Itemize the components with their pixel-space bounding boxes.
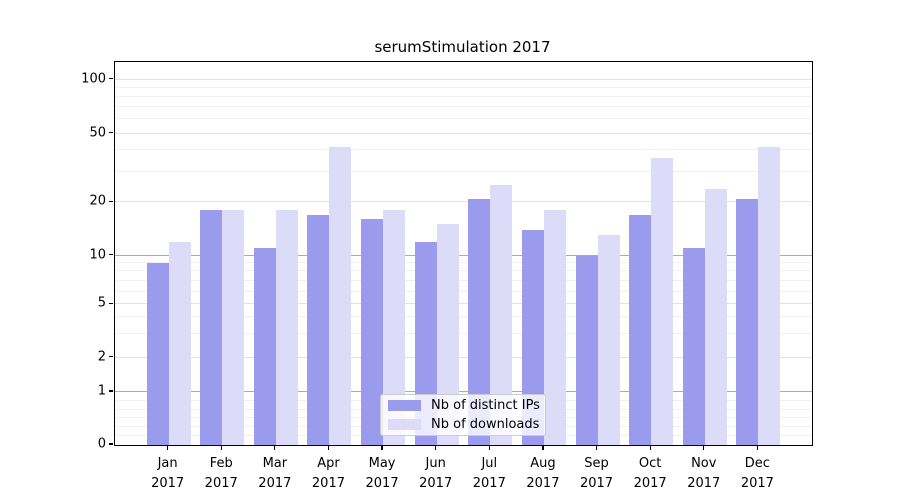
y-tick-label: 50 — [89, 125, 106, 141]
y-tick — [109, 131, 113, 134]
y-gridline-minor — [115, 118, 812, 120]
y-gridline-minor — [115, 270, 812, 272]
y-gridline-minor — [115, 106, 812, 108]
y-gridline-minor — [115, 149, 812, 151]
y-tick-label: 2 — [97, 349, 106, 365]
bar-distinct-ips — [468, 198, 491, 445]
x-tick — [703, 446, 705, 450]
bar-downloads — [490, 185, 513, 445]
y-gridline — [115, 356, 812, 358]
x-tick-label: Dec 2017 — [740, 456, 774, 492]
x-tick-label: Jun 2017 — [419, 456, 453, 492]
y-tick-label: 100 — [81, 71, 106, 87]
bar-downloads — [597, 235, 620, 445]
bar-downloads — [704, 188, 727, 445]
x-tick — [542, 446, 544, 450]
y-gridline-minor — [115, 316, 812, 318]
x-tick — [274, 446, 276, 450]
bar-downloads — [758, 146, 781, 445]
x-tick-label: Jan 2017 — [151, 456, 185, 492]
bar-distinct-ips — [682, 248, 705, 445]
legend-row: Nb of distinct IPs — [381, 398, 545, 414]
y-tick-label: 10 — [89, 247, 106, 263]
x-tick — [488, 446, 490, 450]
y-tick-label: 20 — [89, 193, 106, 209]
legend-label-downloads: Nb of downloads — [431, 417, 540, 432]
y-gridline-minor — [115, 262, 812, 264]
x-tick-label: Aug 2017 — [526, 456, 560, 492]
legend-row: Nb of downloads — [381, 417, 545, 433]
y-gridline — [115, 78, 812, 80]
bar-distinct-ips — [361, 219, 384, 445]
bar-downloads — [275, 210, 298, 445]
legend-label-distinct-ips: Nb of distinct IPs — [431, 398, 540, 413]
y-gridline-minor — [115, 279, 812, 281]
y-gridline — [115, 201, 812, 203]
x-tick — [327, 446, 330, 450]
y-gridline — [115, 303, 812, 305]
bar-downloads — [436, 224, 459, 445]
y-tick — [109, 443, 113, 445]
y-gridline-minor — [115, 333, 812, 335]
x-tick-label: Apr 2017 — [311, 456, 345, 492]
x-tick-label: Jul 2017 — [472, 456, 506, 492]
y-gridline — [115, 254, 812, 256]
x-tick-label: Oct 2017 — [633, 456, 667, 492]
bar-downloads — [651, 158, 674, 445]
x-tick — [756, 446, 758, 450]
bar-distinct-ips — [307, 214, 330, 445]
x-tick-label: Feb 2017 — [204, 456, 238, 492]
bar-downloads — [383, 210, 406, 445]
y-tick — [109, 356, 113, 358]
y-gridline-minor — [115, 290, 812, 292]
y-gridline-minor — [115, 95, 812, 97]
y-gridline — [115, 132, 812, 134]
legend-swatch-downloads — [388, 419, 421, 430]
bar-downloads — [329, 146, 352, 445]
y-tick-label: 1 — [97, 383, 106, 399]
x-tick — [435, 446, 437, 450]
bar-distinct-ips — [200, 210, 223, 445]
y-gridline — [115, 390, 812, 392]
bar-downloads — [543, 210, 566, 445]
x-tick — [595, 446, 598, 450]
legend: Nb of distinct IPs Nb of downloads — [380, 394, 546, 436]
y-tick — [109, 254, 113, 256]
bar-distinct-ips — [521, 229, 544, 445]
bar-distinct-ips — [736, 198, 759, 445]
bar-distinct-ips — [629, 214, 652, 445]
legend-swatch-distinct-ips — [388, 400, 421, 411]
chart-title: serumStimulation 2017 — [374, 38, 551, 56]
bar-distinct-ips — [253, 248, 276, 445]
y-gridline-minor — [115, 86, 812, 88]
y-tick — [109, 77, 113, 80]
bar-distinct-ips — [146, 263, 169, 445]
y-tick — [109, 302, 113, 304]
plot-area — [114, 61, 813, 446]
x-tick-label: Sep 2017 — [579, 456, 614, 492]
x-tick-label: Nov 2017 — [687, 456, 721, 492]
y-tick-label: 5 — [97, 295, 106, 311]
bar-downloads — [168, 241, 191, 445]
bar-downloads — [222, 210, 245, 445]
x-tick — [167, 446, 169, 450]
x-tick — [381, 446, 383, 450]
x-tick — [649, 446, 651, 450]
y-tick — [109, 200, 113, 202]
y-gridline-minor — [115, 170, 812, 172]
y-tick-label: 0 — [97, 436, 106, 452]
x-tick-label: Mar 2017 — [258, 456, 292, 492]
y-tick — [109, 390, 113, 392]
x-tick-label: May 2017 — [365, 456, 399, 492]
x-tick — [220, 446, 222, 450]
bar-distinct-ips — [575, 255, 598, 445]
